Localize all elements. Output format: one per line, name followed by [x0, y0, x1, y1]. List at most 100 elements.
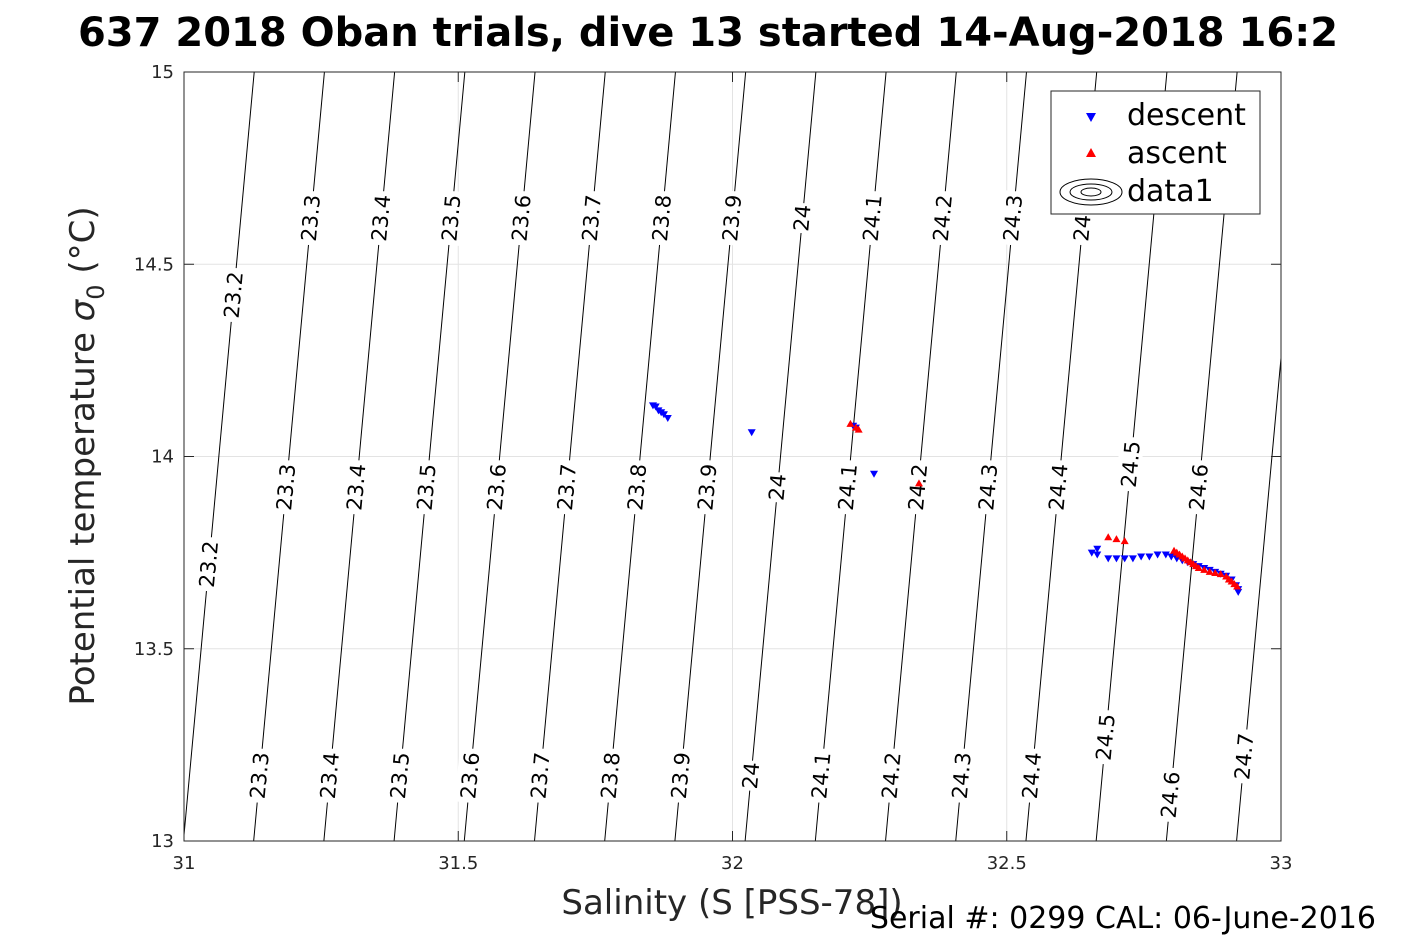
contour-label-bg — [481, 459, 511, 516]
descent-point — [1137, 553, 1146, 561]
descent-point — [1112, 555, 1121, 563]
contour-label-text: 24.2 — [929, 194, 957, 243]
legend-ascent-label: ascent — [1127, 136, 1227, 171]
descent-point — [1128, 555, 1137, 563]
contour-label-bg — [927, 190, 957, 247]
descent-point — [1120, 555, 1129, 563]
contour-label-bg — [314, 747, 344, 804]
y-tick-label: 13 — [151, 831, 174, 852]
contour-label-text: 23.8 — [648, 194, 676, 243]
contour-label: 23.8 — [621, 459, 651, 516]
contour-label: 23.5 — [411, 459, 441, 516]
contour-label-text: 23.5 — [386, 751, 414, 800]
contour-label-text: 23.5 — [413, 463, 441, 512]
x-axis-label: Salinity (S [PSS-78]) — [561, 883, 902, 923]
y-tick-label: 14.5 — [134, 254, 174, 275]
contour-label-bg — [576, 190, 606, 247]
contour-label-bg — [411, 459, 441, 516]
contour-label-text: 23.7 — [526, 751, 554, 800]
contour-label-bg — [435, 190, 465, 247]
contour-label: 24.5 — [1090, 709, 1120, 766]
contour-label-text: 23.2 — [195, 540, 223, 589]
contour-label-bg — [506, 190, 536, 247]
contour-label-bg — [946, 747, 976, 804]
contour-label-bg — [1016, 747, 1046, 804]
contour-label: 23.9 — [665, 747, 695, 804]
y-tick-label: 13.5 — [134, 639, 174, 660]
contour-label-bg — [384, 747, 414, 804]
contour-label-text: 24.7 — [1230, 732, 1258, 781]
descent-point — [1145, 553, 1154, 561]
legend-ascent-marker — [1086, 148, 1096, 157]
contour-label: 23.2 — [193, 536, 223, 593]
isopycnal-line — [0, 72, 44, 841]
y-axis-label-sigma: σ — [63, 298, 103, 321]
contour-label: 24 — [788, 201, 816, 235]
contour-label: 24.2 — [927, 190, 957, 247]
serial-cal-footer: Serial #: 0299 CAL: 06-June-2016 — [870, 901, 1376, 936]
contour-label-bg — [340, 459, 370, 516]
contour-label: 24 — [763, 471, 791, 504]
contour-label: 24.3 — [972, 459, 1002, 516]
x-tick-label: 32.5 — [987, 853, 1027, 874]
isopycnal-line — [1377, 72, 1417, 841]
contour-label-bg — [805, 747, 835, 804]
contour-label-text: 24.4 — [1044, 463, 1072, 512]
contour-label-text: 24.1 — [807, 751, 835, 800]
ascent-point — [1216, 570, 1225, 578]
contour-label-text: 23.7 — [578, 194, 606, 243]
contour-label-bg — [1228, 728, 1258, 785]
contour-label-bg — [365, 190, 395, 247]
contour-label-bg — [295, 190, 325, 247]
y-axis-label: Potential temperature σ0 (°C) — [63, 206, 110, 705]
contour-label: 23.9 — [716, 190, 746, 247]
contour-label: 24.2 — [902, 459, 932, 516]
contour-label-text: 23.9 — [693, 463, 721, 512]
contour-label-bg — [1043, 459, 1072, 516]
contour-label-bg — [763, 471, 790, 504]
contour-label: 24.1 — [805, 747, 835, 804]
contour-label-text: 23.3 — [272, 463, 300, 512]
contour-label-text: 23.9 — [667, 751, 695, 800]
legend-box — [1050, 90, 1261, 215]
contour-labels: 23.3 23.4 23.5 23.6 23.7 23.8 23.9 24 24.1 24.2 24… — [193, 190, 1258, 823]
contour-label-text: 24.6 — [1185, 463, 1213, 512]
y-axis-label-unit: (°C) — [63, 206, 103, 284]
contour-label-text: 24.5 — [1117, 440, 1145, 489]
contour-label: 23.4 — [340, 459, 371, 516]
contour-label-bg — [716, 190, 746, 247]
contour-label: 23.9 — [692, 459, 722, 516]
contour-label-bg — [692, 459, 721, 516]
contour-label-bg — [997, 190, 1027, 247]
contour-label-bg — [972, 459, 1002, 516]
x-tick-label: 33 — [1270, 853, 1293, 874]
contour-label: 24.2 — [876, 747, 906, 804]
legend-descent-marker — [1086, 113, 1096, 122]
contour-label-bg — [646, 190, 676, 247]
descent-point — [1087, 549, 1096, 557]
descent-point — [1093, 551, 1102, 559]
contour-label: 23.4 — [365, 190, 395, 247]
ascent-point — [1104, 533, 1113, 541]
contour-label-text: 23.8 — [597, 751, 625, 800]
contour-label: 23.2 — [218, 266, 248, 323]
ascent-point — [1211, 569, 1220, 577]
contour-label-bg — [218, 266, 248, 323]
contour-label-text: 24.2 — [877, 751, 905, 800]
contour-label: 23.7 — [525, 747, 555, 804]
legend: descent ascent data1 — [1050, 90, 1261, 215]
contour-label-bg — [1115, 436, 1145, 493]
isopycnal-line — [744, 72, 817, 841]
contour-label: 23.7 — [576, 190, 606, 247]
contour-label-text: 23.4 — [342, 463, 370, 512]
contour-label-bg — [857, 190, 887, 247]
data-points — [648, 402, 1243, 596]
ascent-point — [1120, 537, 1129, 545]
contour-label-bg — [1090, 709, 1120, 766]
contour-label: 24.5 — [1115, 436, 1145, 493]
descent-point — [651, 403, 660, 411]
y-axis-label-subscript: 0 — [82, 284, 110, 299]
contour-label: 23.8 — [595, 747, 625, 804]
contour-label-text: 24 — [764, 473, 790, 502]
